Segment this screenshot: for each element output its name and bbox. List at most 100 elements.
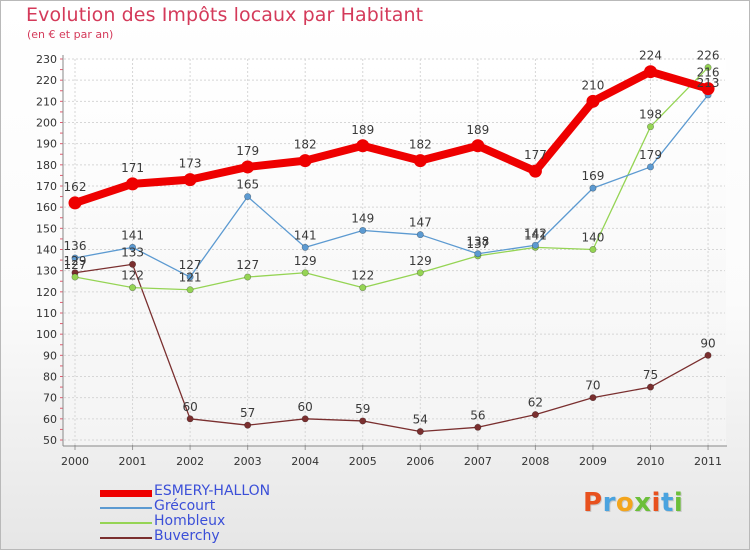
data-label: 142 — [524, 226, 547, 240]
data-point — [589, 394, 597, 402]
series-line-esmery-hallon — [71, 67, 713, 207]
data-point — [68, 196, 82, 210]
legend-item-hombleux: Hombleux — [100, 513, 400, 530]
data-point — [186, 415, 194, 423]
data-point — [129, 260, 137, 268]
x-tick-label: 2008 — [521, 455, 549, 468]
y-tick-label: 220 — [36, 74, 57, 87]
data-label: 226 — [697, 48, 720, 62]
data-point — [186, 273, 194, 281]
x-tick-label: 2001 — [119, 455, 147, 468]
x-tick-label: 2007 — [464, 455, 492, 468]
y-tick-label: 210 — [36, 95, 57, 108]
data-label: 177 — [524, 148, 547, 162]
data-point — [301, 243, 309, 251]
x-tick-label: 2003 — [234, 455, 262, 468]
data-point — [646, 383, 654, 391]
data-point — [359, 417, 367, 425]
data-point — [416, 231, 424, 239]
x-tick-label: 2005 — [349, 455, 377, 468]
logo-letter: t — [660, 488, 674, 518]
data-point — [416, 428, 424, 436]
data-point — [301, 269, 309, 277]
x-tick-label: 2010 — [637, 455, 665, 468]
data-point — [474, 250, 482, 258]
data-point — [413, 154, 427, 168]
data-label: 60 — [298, 400, 313, 414]
data-label: 182 — [294, 138, 317, 152]
data-label: 127 — [64, 258, 87, 272]
data-label: 90 — [700, 336, 715, 350]
y-tick-label: 60 — [43, 413, 57, 426]
data-point — [589, 246, 597, 254]
grid — [64, 58, 725, 445]
y-tick-label: 160 — [36, 201, 57, 214]
legend-label: Hombleux — [154, 513, 226, 529]
data-point — [129, 284, 137, 292]
y-tick-label: 150 — [36, 222, 57, 235]
proxiti-logo: Proxiti — [583, 488, 683, 518]
data-point — [244, 421, 252, 429]
logo-letter: i — [673, 488, 684, 518]
legend-label: Buverchy — [154, 528, 220, 544]
y-tick-label: 80 — [43, 371, 57, 384]
data-label: 198 — [639, 108, 662, 122]
data-label: 147 — [409, 216, 432, 230]
data-label: 121 — [179, 271, 202, 285]
data-label: 189 — [351, 123, 374, 137]
data-point — [356, 139, 370, 153]
legend-swatch — [100, 537, 152, 539]
data-label: 137 — [466, 237, 489, 251]
x-tick-label: 2002 — [176, 455, 204, 468]
data-label: 57 — [240, 406, 255, 420]
data-point — [646, 123, 654, 131]
data-label: 173 — [179, 157, 202, 171]
data-point — [183, 173, 197, 187]
data-point — [298, 154, 312, 168]
legend-swatch — [100, 507, 152, 509]
y-tick-label: 130 — [36, 265, 57, 278]
data-label: 129 — [294, 254, 317, 268]
data-point — [301, 415, 309, 423]
data-label: 60 — [182, 400, 197, 414]
data-point — [186, 286, 194, 294]
data-label: 224 — [639, 49, 662, 63]
data-label: 149 — [351, 211, 374, 225]
data-point — [241, 160, 255, 174]
data-label: 216 — [697, 66, 720, 80]
data-label: 136 — [64, 239, 87, 253]
chart-subtitle: (en € et par an) — [27, 28, 114, 41]
y-tick-label: 120 — [36, 286, 57, 299]
legend-item-buverchy: Buverchy — [100, 528, 400, 545]
data-label: 133 — [121, 245, 144, 259]
data-label: 169 — [581, 169, 604, 183]
data-label: 122 — [351, 269, 374, 283]
data-label: 141 — [121, 228, 144, 242]
y-tick-label: 170 — [36, 180, 57, 193]
data-label: 129 — [64, 254, 87, 268]
data-point — [474, 423, 482, 431]
data-point — [244, 273, 252, 281]
data-label: 127 — [179, 258, 202, 272]
data-label: 141 — [294, 228, 317, 242]
data-label: 129 — [409, 254, 432, 268]
data-point — [126, 177, 140, 191]
logo-letter: x — [634, 488, 652, 518]
data-label: 171 — [121, 161, 144, 175]
data-label: 210 — [581, 78, 604, 92]
series-line-buverchy — [74, 263, 709, 433]
data-label: 189 — [466, 123, 489, 137]
data-point — [704, 351, 712, 359]
y-tick-label: 140 — [36, 244, 57, 257]
data-label: 141 — [524, 228, 547, 242]
data-point — [704, 63, 712, 71]
data-point — [528, 164, 542, 178]
data-point — [531, 411, 539, 419]
y-tick-label: 70 — [43, 392, 57, 405]
series-line-gr-court — [74, 94, 709, 278]
legend-item-esmery-hallon: ESMERY-HALLON — [100, 483, 400, 500]
logo-letter: P — [583, 488, 603, 518]
y-tick-label: 110 — [36, 307, 57, 320]
data-point — [701, 82, 715, 96]
